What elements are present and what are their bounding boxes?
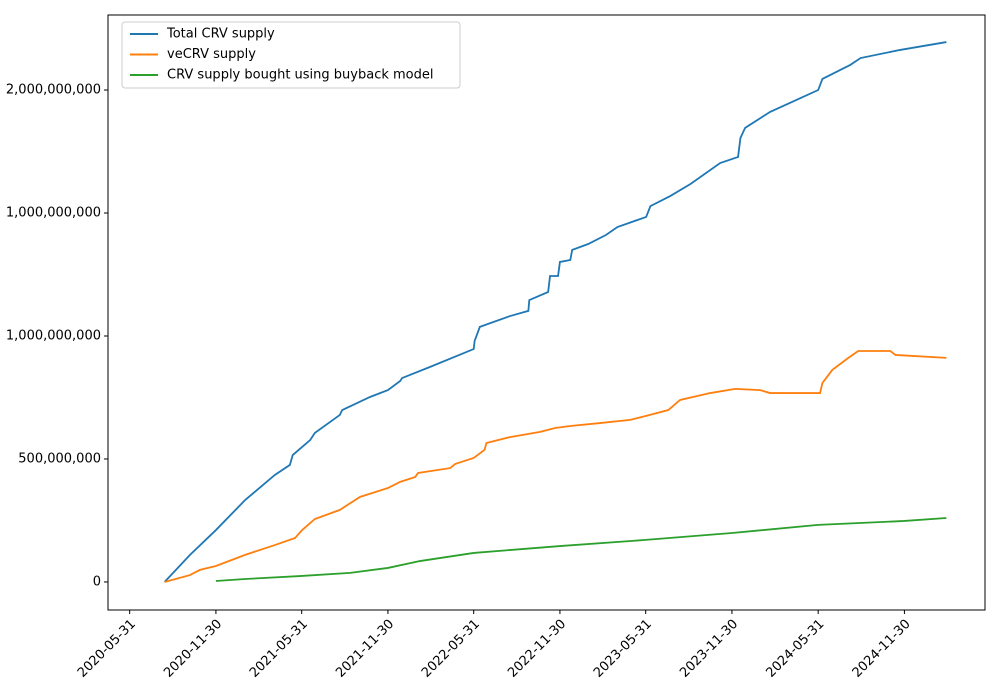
x-tick-label: 2021-11-30 xyxy=(333,617,397,681)
legend-label: CRV supply bought using buyback model xyxy=(167,68,433,83)
x-tick-label: 2022-05-31 xyxy=(419,617,483,681)
series-line xyxy=(215,517,947,582)
x-tick-label: 2022-11-30 xyxy=(505,617,569,681)
x-tick-label: 2020-05-31 xyxy=(75,617,139,681)
x-tick-label: 2021-05-31 xyxy=(247,617,311,681)
y-tick-label: 2,000,000,000 xyxy=(6,83,101,98)
x-tick-label: 2024-05-31 xyxy=(763,617,827,681)
y-tick-label: 500,000,000 xyxy=(18,451,101,466)
x-tick-label: 2023-05-31 xyxy=(591,617,655,681)
x-tick-label: 2023-11-30 xyxy=(677,617,741,681)
y-tick-label: 1,000,000,000 xyxy=(6,328,101,343)
series-line xyxy=(163,41,947,583)
plot-frame xyxy=(107,14,986,611)
x-tick-label: 2024-11-30 xyxy=(850,617,914,681)
legend-label: veCRV supply xyxy=(167,47,256,62)
legend-label: Total CRV supply xyxy=(166,27,275,42)
legend: Total CRV supply veCRV supply CRV supply b… xyxy=(121,21,461,89)
y-tick-label: 1,000,000,000 xyxy=(6,206,101,221)
x-tick-label: 2020-11-30 xyxy=(161,617,225,681)
y-tick-label: 0 xyxy=(93,574,101,589)
legend-box xyxy=(121,21,461,89)
series-line xyxy=(164,350,947,583)
